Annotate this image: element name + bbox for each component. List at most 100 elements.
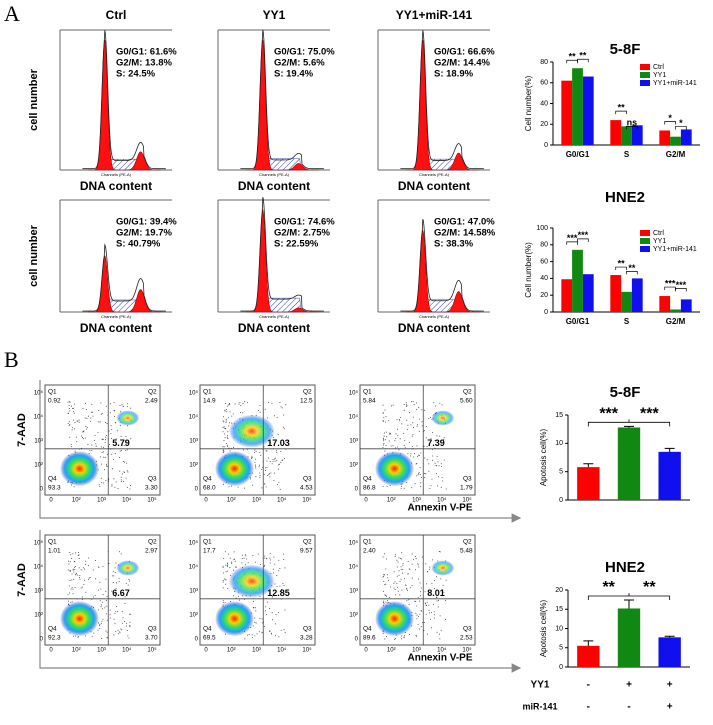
event-dot	[227, 562, 229, 564]
density-blob	[214, 451, 255, 487]
event-dot	[414, 483, 416, 485]
event-dot	[272, 593, 274, 595]
event-dot	[88, 557, 90, 559]
event-dot	[442, 584, 444, 586]
event-dot	[98, 409, 100, 411]
event-dot	[115, 595, 117, 597]
quadrant-value: 3.30	[145, 485, 158, 492]
event-dot	[84, 635, 86, 637]
event-dot	[103, 456, 105, 458]
event-dot	[389, 432, 391, 434]
event-dot	[433, 588, 435, 590]
event-dot	[396, 575, 398, 577]
x-tick-label: S	[624, 317, 630, 326]
event-dot	[383, 581, 385, 583]
event-dot	[429, 618, 431, 620]
event-dot	[254, 617, 256, 619]
event-dot	[114, 486, 116, 488]
event-dot	[252, 484, 254, 486]
y-tick-label: 10	[555, 625, 563, 632]
quadrant-name: Q4	[203, 476, 212, 483]
event-dot	[402, 564, 404, 566]
event-dot	[385, 436, 387, 438]
cycle-stat: G2/M: 13.8%	[116, 58, 173, 69]
sig-bracket	[615, 266, 627, 271]
apoptosis-total: 7.39	[427, 438, 445, 448]
event-dot	[122, 617, 124, 619]
event-dot	[428, 463, 430, 465]
event-dot	[384, 584, 386, 586]
event-dot	[74, 574, 76, 576]
event-dot	[120, 436, 122, 438]
event-dot	[67, 422, 69, 424]
event-dot	[94, 594, 96, 596]
event-dot	[406, 404, 408, 406]
event-dot	[84, 579, 86, 581]
event-dot	[268, 473, 270, 475]
event-dot	[113, 634, 115, 636]
y-axis-label: cell number	[28, 68, 40, 130]
event-dot	[278, 464, 280, 466]
quadrant-name: Q1	[48, 389, 57, 396]
event-dot	[224, 409, 226, 411]
event-dot	[112, 570, 114, 572]
x-tick-label: G0/G1	[566, 317, 590, 326]
plot-frame	[359, 534, 476, 646]
y-axis-label: Apotosis cell(%)	[539, 428, 548, 486]
event-dot	[71, 429, 73, 431]
density-blob	[431, 560, 455, 576]
event-dot	[126, 405, 128, 407]
x-axis-label: DNA content	[238, 321, 310, 335]
event-dot	[396, 419, 398, 421]
cycle-stat: G2/M: 19.7%	[116, 228, 173, 239]
event-dot	[229, 567, 231, 569]
event-dot	[71, 557, 73, 559]
event-dot	[266, 417, 268, 419]
event-dot	[222, 600, 224, 602]
event-dot	[92, 415, 94, 417]
event-dot	[100, 623, 102, 625]
histogram	[59, 199, 172, 313]
event-dot	[115, 481, 117, 483]
event-dot	[426, 446, 428, 448]
event-dot	[419, 467, 421, 469]
event-dot	[251, 634, 253, 636]
event-dot	[243, 557, 245, 559]
quadrant-value: 9.57	[300, 548, 313, 555]
axis-arrows	[39, 380, 522, 673]
event-dot	[276, 575, 278, 577]
event-dot	[425, 437, 427, 439]
event-dot	[420, 486, 422, 488]
bar	[621, 126, 632, 145]
event-dot	[224, 433, 226, 435]
x-tick-label: 10⁵	[147, 647, 157, 654]
event-dot	[67, 401, 69, 403]
event-dot	[413, 456, 415, 458]
event-dot	[225, 422, 227, 424]
event-dot	[114, 589, 116, 591]
event-dot	[268, 401, 270, 403]
event-dot	[426, 601, 428, 603]
event-dot	[399, 594, 401, 596]
event-dot	[406, 588, 408, 590]
event-dot	[425, 473, 427, 475]
event-dot	[72, 407, 74, 409]
event-dot	[119, 470, 121, 472]
event-dot	[395, 554, 397, 556]
y-axis-label: Cell number(%)	[524, 75, 533, 131]
quadrant-name: Q3	[148, 626, 157, 633]
sig-label: **	[569, 52, 577, 62]
event-dot	[424, 409, 426, 411]
event-dot	[407, 424, 409, 426]
event-dot	[274, 583, 276, 585]
event-dot	[412, 416, 414, 418]
sig-bracket	[626, 125, 638, 130]
event-dot	[442, 480, 444, 482]
event-dot	[424, 472, 426, 474]
event-dot	[439, 615, 441, 617]
x-tick-label: 10³	[412, 648, 421, 654]
event-dot	[251, 636, 253, 638]
y-tick-label: 10³	[34, 439, 43, 445]
event-dot	[400, 557, 402, 559]
event-dot	[418, 455, 420, 457]
